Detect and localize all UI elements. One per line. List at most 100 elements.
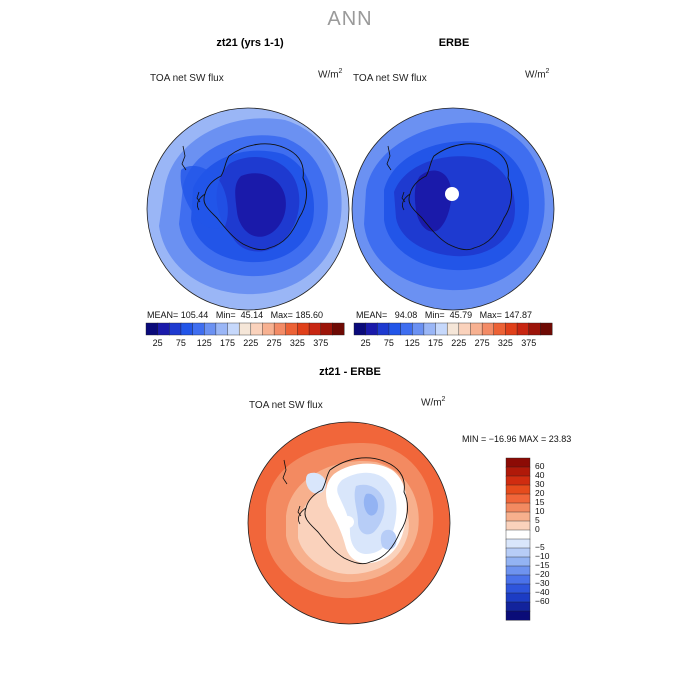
diff-colorbar-tick-label: −40 bbox=[535, 587, 550, 597]
diff-colorbar-swatch bbox=[505, 466, 531, 477]
diff-colorbar-tick-label: 5 bbox=[535, 515, 540, 525]
left-colorbar-swatch bbox=[285, 322, 298, 336]
diff-panel-title: zt21 - ERBE bbox=[319, 366, 381, 378]
right-colorbar-swatch bbox=[505, 322, 518, 336]
left-colorbar-tick-label: 375 bbox=[313, 338, 329, 348]
diff-colorbar-tick-label: −20 bbox=[535, 569, 550, 579]
diff-colorbar-swatch bbox=[505, 601, 531, 612]
right-colorbar-tick-label: 75 bbox=[383, 338, 394, 348]
diff-colorbar-tick-label: 40 bbox=[535, 470, 545, 480]
left-polar-map bbox=[146, 107, 350, 311]
diff-colorbar-tick-label: 60 bbox=[535, 461, 545, 471]
right-colorbar-tick-label: 125 bbox=[404, 338, 420, 348]
diff-colorbar-tick-label: 30 bbox=[535, 479, 545, 489]
left-colorbar-swatch bbox=[227, 322, 240, 336]
left-panel-title: zt21 (yrs 1-1) bbox=[216, 37, 284, 49]
diff-colorbar-tick-label: −15 bbox=[535, 560, 550, 570]
diff-colorbar-tick-label: −5 bbox=[535, 542, 545, 552]
right-colorbar-swatch bbox=[493, 322, 506, 336]
left-colorbar-tick-label: 75 bbox=[175, 338, 186, 348]
left-colorbar-swatch bbox=[308, 322, 322, 336]
left-colorbar-tick-label: 225 bbox=[243, 338, 259, 348]
diff-colorbar-swatch bbox=[505, 574, 531, 585]
left-colorbar-tick-label: 325 bbox=[289, 338, 305, 348]
right-colorbar-swatch bbox=[377, 322, 390, 336]
diff-colorbar-swatch bbox=[505, 502, 531, 513]
diff-colorbar-swatch bbox=[505, 484, 531, 495]
diff-minmax: MIN = −16.96 MAX = 23.83 bbox=[462, 434, 572, 444]
right-colorbar-swatch bbox=[423, 322, 437, 336]
right-colorbar-swatch bbox=[400, 322, 413, 336]
right-colorbar-swatch bbox=[353, 322, 367, 336]
right-variable-label: TOA net SW flux bbox=[353, 73, 427, 84]
left-colorbar-tick-label: 125 bbox=[196, 338, 212, 348]
right-colorbar-swatch bbox=[435, 322, 448, 336]
left-colorbar-swatch bbox=[204, 322, 217, 336]
diff-colorbar-swatch bbox=[505, 511, 531, 522]
right-colorbar-tick-label: 225 bbox=[451, 338, 467, 348]
left-variable-label: TOA net SW flux bbox=[150, 73, 224, 84]
right-panel-title: ERBE bbox=[438, 37, 470, 49]
diff-colorbar bbox=[505, 457, 531, 621]
left-colorbar-swatch bbox=[320, 322, 333, 336]
diff-colorbar-swatch bbox=[505, 592, 531, 603]
left-colorbar bbox=[145, 322, 345, 336]
left-colorbar-swatch bbox=[238, 322, 252, 336]
diff-colorbar-swatch bbox=[505, 538, 531, 549]
diff-colorbar-swatch bbox=[505, 529, 531, 540]
diff-colorbar-tick-label: −60 bbox=[535, 596, 550, 606]
diff-colorbar-tick-label: 15 bbox=[535, 497, 545, 507]
diff-units-label: W/m2 bbox=[421, 396, 446, 409]
right-colorbar-tick-label: 175 bbox=[428, 338, 444, 348]
right-colorbar-tick-label: 25 bbox=[360, 338, 371, 348]
right-colorbar-tick-label: 325 bbox=[497, 338, 513, 348]
diff-colorbar-tick-label: −30 bbox=[535, 578, 550, 588]
left-colorbar-tick-label: 175 bbox=[220, 338, 236, 348]
diff-polar-map bbox=[247, 421, 451, 625]
right-colorbar-swatch bbox=[458, 322, 471, 336]
diff-colorbar-swatch bbox=[505, 556, 531, 567]
left-colorbar-swatch bbox=[262, 322, 275, 336]
left-colorbar-swatch bbox=[215, 322, 229, 336]
diff-variable-label: TOA net SW flux bbox=[249, 400, 323, 411]
right-colorbar-tick-label: 375 bbox=[521, 338, 537, 348]
diff-colorbar-tick-label: 20 bbox=[535, 488, 545, 498]
right-polar-map bbox=[351, 107, 555, 311]
left-stats: MEAN= 105.44 Min= 45.14 Max= 185.60 bbox=[147, 310, 323, 320]
right-colorbar-swatch bbox=[412, 322, 425, 336]
diff-pole-hole bbox=[342, 516, 354, 528]
left-colorbar-swatch bbox=[250, 322, 263, 336]
right-colorbar-swatch bbox=[528, 322, 541, 336]
left-colorbar-swatch bbox=[332, 322, 345, 336]
right-colorbar-swatch bbox=[365, 322, 378, 336]
right-colorbar bbox=[353, 322, 553, 336]
left-colorbar-tick-label: 275 bbox=[266, 338, 282, 348]
diff-colorbar-swatch bbox=[505, 547, 531, 558]
right-colorbar-swatch bbox=[470, 322, 483, 336]
right-stats: MEAN= 94.08 Min= 45.79 Max= 147.87 bbox=[356, 310, 532, 320]
diff-colorbar-swatch bbox=[505, 565, 531, 576]
right-colorbar-tick-label: 275 bbox=[474, 338, 490, 348]
diff-colorbar-tick-label: −10 bbox=[535, 551, 550, 561]
left-colorbar-swatch bbox=[145, 322, 159, 336]
left-colorbar-swatch bbox=[273, 322, 287, 336]
right-units-label: W/m2 bbox=[525, 68, 550, 81]
diff-colorbar-swatch bbox=[505, 475, 531, 486]
right-colorbar-swatch bbox=[388, 322, 402, 336]
right-colorbar-swatch bbox=[540, 322, 553, 336]
diff-colorbar-tick-label: 10 bbox=[535, 506, 545, 516]
right-colorbar-swatch bbox=[481, 322, 495, 336]
diff-colorbar-swatch bbox=[505, 520, 531, 531]
diff-colorbar-swatch bbox=[505, 583, 531, 594]
diff-colorbar-swatch bbox=[505, 457, 531, 468]
left-colorbar-swatch bbox=[169, 322, 182, 336]
diff-colorbar-swatch bbox=[505, 610, 531, 621]
right-pole-hole bbox=[445, 187, 459, 201]
right-colorbar-swatch bbox=[446, 322, 460, 336]
left-colorbar-swatch bbox=[192, 322, 205, 336]
right-colorbar-swatch bbox=[516, 322, 530, 336]
left-colorbar-tick-label: 25 bbox=[152, 338, 163, 348]
left-colorbar-swatch bbox=[180, 322, 194, 336]
diff-colorbar-swatch bbox=[505, 493, 531, 504]
left-colorbar-swatch bbox=[297, 322, 310, 336]
